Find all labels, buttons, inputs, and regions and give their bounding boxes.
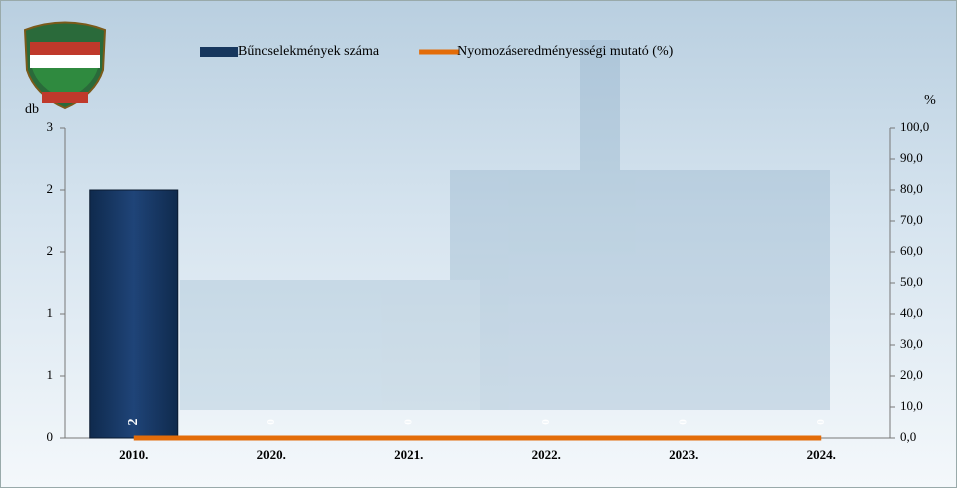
y2-tick-label: 70,0 (900, 212, 923, 227)
y2-tick-label: 90,0 (900, 150, 923, 165)
y2-tick-label: 100,0 (900, 119, 929, 134)
chart: db % 0112230,010,020,030,040,050,060,070… (0, 0, 957, 488)
data-label: 0 (540, 419, 552, 425)
y-tick-label: 0 (47, 429, 54, 444)
x-tick-label: 2020. (257, 447, 286, 462)
y2-axis-title: % (924, 93, 936, 108)
y-tick-label: 2 (47, 181, 54, 196)
bar (90, 190, 178, 438)
y-axis-title: db (25, 102, 39, 117)
data-label: 0 (815, 419, 827, 425)
y2-tick-label: 40,0 (900, 305, 923, 320)
data-label: 2 (126, 419, 141, 426)
legend-swatch (200, 47, 238, 57)
legend-label: Nyomozáseredményességi mutató (%) (457, 44, 673, 59)
y2-tick-label: 10,0 (900, 398, 923, 413)
x-tick-label: 2023. (669, 447, 698, 462)
x-tick-label: 2021. (394, 447, 423, 462)
y2-tick-label: 20,0 (900, 367, 923, 382)
x-tick-label: 2022. (532, 447, 561, 462)
data-label: 0 (402, 419, 414, 425)
x-tick-label: 2024. (807, 447, 836, 462)
y2-tick-label: 30,0 (900, 336, 923, 351)
y-tick-label: 2 (47, 243, 54, 258)
y-tick-label: 1 (47, 367, 54, 382)
y2-tick-label: 80,0 (900, 181, 923, 196)
x-tick-label: 2010. (119, 447, 148, 462)
y-tick-label: 1 (47, 305, 54, 320)
y2-tick-label: 0,0 (900, 429, 916, 444)
y-tick-label: 3 (47, 119, 54, 134)
y2-tick-label: 60,0 (900, 243, 923, 258)
data-label: 0 (677, 419, 689, 425)
data-label: 0 (265, 419, 277, 425)
legend-label: Bűncselekmények száma (238, 44, 380, 59)
y2-tick-label: 50,0 (900, 274, 923, 289)
